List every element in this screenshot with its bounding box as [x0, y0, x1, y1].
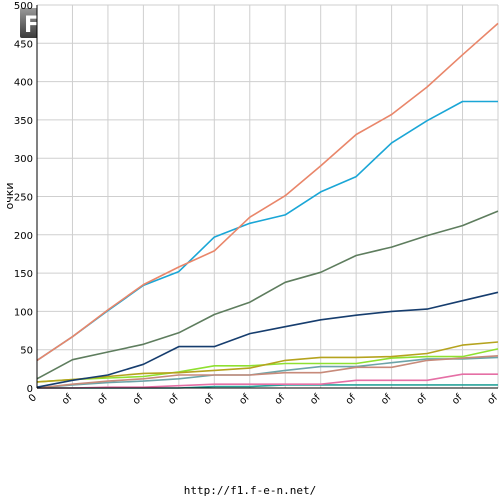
footer-url[interactable]: http://f1.f-e-n.net/: [183, 484, 317, 497]
x-tick-label: of: [237, 392, 252, 407]
y-axis-label: очки: [3, 182, 16, 209]
x-tick-label: of: [415, 392, 430, 407]
y-tick-label: 50: [20, 346, 33, 357]
grid: [36, 4, 499, 389]
series-line-3: [36, 210, 499, 380]
y-tick-label: 150: [14, 269, 33, 280]
x-tick-label: of: [486, 392, 500, 407]
y-tick-label: 400: [14, 78, 33, 89]
series-line-5: [36, 341, 499, 383]
y-tick-label: 450: [14, 39, 33, 50]
x-tick-label: 0: [27, 392, 39, 404]
y-tick-label: 100: [14, 307, 33, 318]
series-line-4: [36, 291, 499, 388]
y-tick-label: 200: [14, 231, 33, 242]
series-line-7: [36, 355, 499, 389]
x-tick-label: of: [202, 392, 217, 407]
y-tick-label: 250: [14, 193, 33, 204]
axes: 0 50 100 150 200 250 300 350 400 450 500 0 of of of of o…: [14, 1, 500, 407]
series-line-8: [36, 356, 499, 389]
series-line-1: [36, 22, 499, 362]
x-tick-label: of: [344, 392, 359, 407]
y-tick-label: 300: [14, 154, 33, 165]
x-tick-label: of: [450, 392, 465, 407]
x-tick-label: of: [308, 392, 323, 407]
x-tick-label: of: [273, 392, 288, 407]
x-tick-label: of: [166, 392, 181, 407]
y-tick-label: 350: [14, 116, 33, 127]
svg-text:F: F: [24, 13, 39, 38]
y-tick-label: 500: [14, 1, 33, 12]
series-line-9: [37, 373, 498, 389]
series-lines: [36, 22, 499, 389]
x-tick-label: of: [379, 392, 394, 407]
x-tick-label: of: [60, 392, 75, 407]
x-tick-label: of: [95, 392, 110, 407]
y-tick-label: 0: [27, 384, 33, 395]
x-tick-label: of: [131, 392, 146, 407]
